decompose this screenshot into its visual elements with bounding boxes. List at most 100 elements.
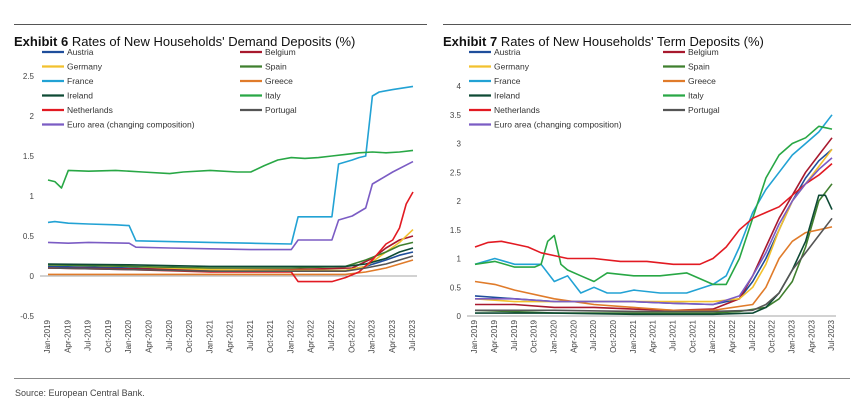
y-tick-label: 3.5 — [450, 111, 462, 120]
exhibit-7-title: Exhibit 7 Rates of New Households' Term … — [443, 34, 764, 49]
y-tick-label: 0 — [457, 312, 462, 321]
x-tick-label: Jul-2021 — [668, 319, 677, 350]
x-tick-label: Oct-2020 — [185, 319, 194, 352]
legend-label: Germany — [67, 62, 103, 72]
y-tick-label: 0.5 — [450, 283, 462, 292]
x-tick-label: Jul-2020 — [165, 319, 174, 350]
x-tick-label: Jan-2021 — [205, 319, 214, 353]
x-tick-label: Jan-2020 — [124, 319, 133, 353]
y-tick-label: -0.5 — [20, 312, 34, 321]
x-tick-label: Jul-2022 — [327, 319, 336, 350]
exhibit-7-chart: 0 0.5 1 1.5 2 2.5 3 3.5 4 Jan-2019 Apr-2019 Jul-201… — [450, 47, 836, 353]
y-tick-label: 1 — [30, 192, 35, 201]
legend-label: Germany — [494, 62, 530, 72]
y-tick-label: 4 — [457, 82, 462, 91]
legend-label: France — [494, 76, 521, 86]
x-tick-label: Jul-2020 — [589, 319, 598, 350]
legend-label: Portugal — [688, 105, 720, 115]
x-tick-label: Apr-2020 — [144, 319, 153, 352]
y-tick-label: 1.5 — [23, 152, 35, 161]
legend-label: Belgium — [265, 47, 296, 57]
x-tick-label: Jul-2022 — [748, 319, 757, 350]
exhibit-6-title-text: Rates of New Households' Demand Deposits… — [71, 34, 356, 49]
x-tick-label: Jan-2023 — [368, 319, 377, 353]
x-tick-label: Apr-2019 — [63, 319, 72, 352]
series-line-ireland — [47, 247, 414, 268]
series-line-euro-area-changing-composition- — [475, 157, 833, 306]
x-tick-label: Jan-2023 — [787, 319, 796, 353]
x-tick-label: Oct-2019 — [104, 319, 113, 352]
exhibit-7-label: Exhibit 7 — [443, 34, 498, 49]
series-line-greece — [474, 226, 833, 312]
exhibit-7-title-text: Rates of New Households' Term Deposits (… — [500, 34, 764, 49]
y-tick-label: 0 — [30, 272, 35, 281]
x-tick-label: Oct-2022 — [768, 319, 777, 352]
exhibit-7-top-rule — [443, 24, 851, 25]
x-tick-label: Apr-2021 — [649, 319, 658, 352]
legend-label: Italy — [265, 91, 281, 101]
legend-label: Italy — [688, 91, 704, 101]
y-tick-label: 2 — [30, 112, 35, 121]
series-line-portugal — [475, 217, 833, 313]
x-tick-label: Jul-2019 — [510, 319, 519, 350]
legend-label: France — [67, 76, 94, 86]
exhibit-6-title: Exhibit 6 Rates of New Households' Deman… — [14, 34, 355, 49]
legend-label: Euro area (changing composition) — [67, 120, 195, 130]
series-line-belgium — [47, 235, 414, 271]
legend-label: Portugal — [265, 105, 297, 115]
series-line-netherlands — [474, 162, 833, 266]
x-tick-label: Jan-2021 — [629, 319, 638, 353]
y-tick-label: 2 — [457, 197, 462, 206]
exhibit-6-chart: -0.5 0 0.5 1 1.5 2 2.5 Jan-2019 Apr-2019 Jul-2019… — [20, 47, 417, 353]
series-line-netherlands — [47, 191, 414, 283]
x-tick-label: Apr-2022 — [728, 319, 737, 352]
series-line-france — [474, 114, 833, 294]
x-tick-label: Oct-2021 — [266, 319, 275, 352]
y-tick-label: 0.5 — [23, 232, 35, 241]
legend-label: Spain — [688, 62, 710, 72]
series-line-euro-area-changing-composition- — [47, 160, 414, 251]
x-tick-label: Jan-2019 — [470, 319, 479, 353]
x-tick-label: Oct-2019 — [530, 319, 539, 352]
legend-label: Ireland — [67, 91, 93, 101]
legend-label: Greece — [688, 76, 716, 86]
y-tick-label: 2.5 — [450, 168, 462, 177]
legend-label: Spain — [265, 62, 287, 72]
y-tick-label: 1.5 — [450, 226, 462, 235]
legend-label: Belgium — [688, 47, 719, 57]
source-note: Source: European Central Bank. — [15, 388, 145, 398]
x-tick-label: Apr-2021 — [226, 319, 235, 352]
y-tick-label: 1 — [457, 255, 462, 264]
x-tick-label: Jul-2019 — [84, 319, 93, 350]
series-line-italy — [47, 149, 414, 189]
x-tick-label: Jan-2019 — [43, 319, 52, 353]
series-line-greece — [48, 259, 414, 276]
legend-label: Greece — [265, 76, 293, 86]
series-line-portugal — [47, 255, 414, 272]
x-tick-label: Apr-2019 — [490, 319, 499, 352]
x-tick-label: Oct-2021 — [688, 319, 697, 352]
x-tick-label: Jan-2022 — [286, 319, 295, 353]
x-tick-label: Apr-2022 — [307, 319, 316, 352]
x-tick-label: Apr-2023 — [807, 319, 816, 352]
legend-label: Austria — [494, 47, 521, 57]
series-line-france — [47, 85, 414, 245]
series-line-ireland — [475, 194, 833, 316]
exhibit-6-label: Exhibit 6 — [14, 34, 69, 49]
x-tick-label: Jul-2023 — [408, 319, 417, 350]
legend-label: Netherlands — [67, 105, 113, 115]
y-tick-label: 3 — [457, 140, 462, 149]
x-tick-label: Oct-2020 — [609, 319, 618, 352]
legend-label: Austria — [67, 47, 94, 57]
x-tick-label: Apr-2023 — [388, 319, 397, 352]
x-tick-label: Jul-2023 — [827, 319, 836, 350]
x-tick-label: Jul-2021 — [246, 319, 255, 350]
legend-label: Euro area (changing composition) — [494, 120, 622, 130]
x-tick-label: Jan-2022 — [708, 319, 717, 353]
legend-label: Netherlands — [494, 105, 540, 115]
y-tick-label: 2.5 — [23, 72, 35, 81]
x-tick-label: Oct-2022 — [347, 319, 356, 352]
x-tick-label: Jan-2020 — [549, 319, 558, 353]
exhibit-6-top-rule — [14, 24, 427, 25]
legend-label: Ireland — [494, 91, 520, 101]
